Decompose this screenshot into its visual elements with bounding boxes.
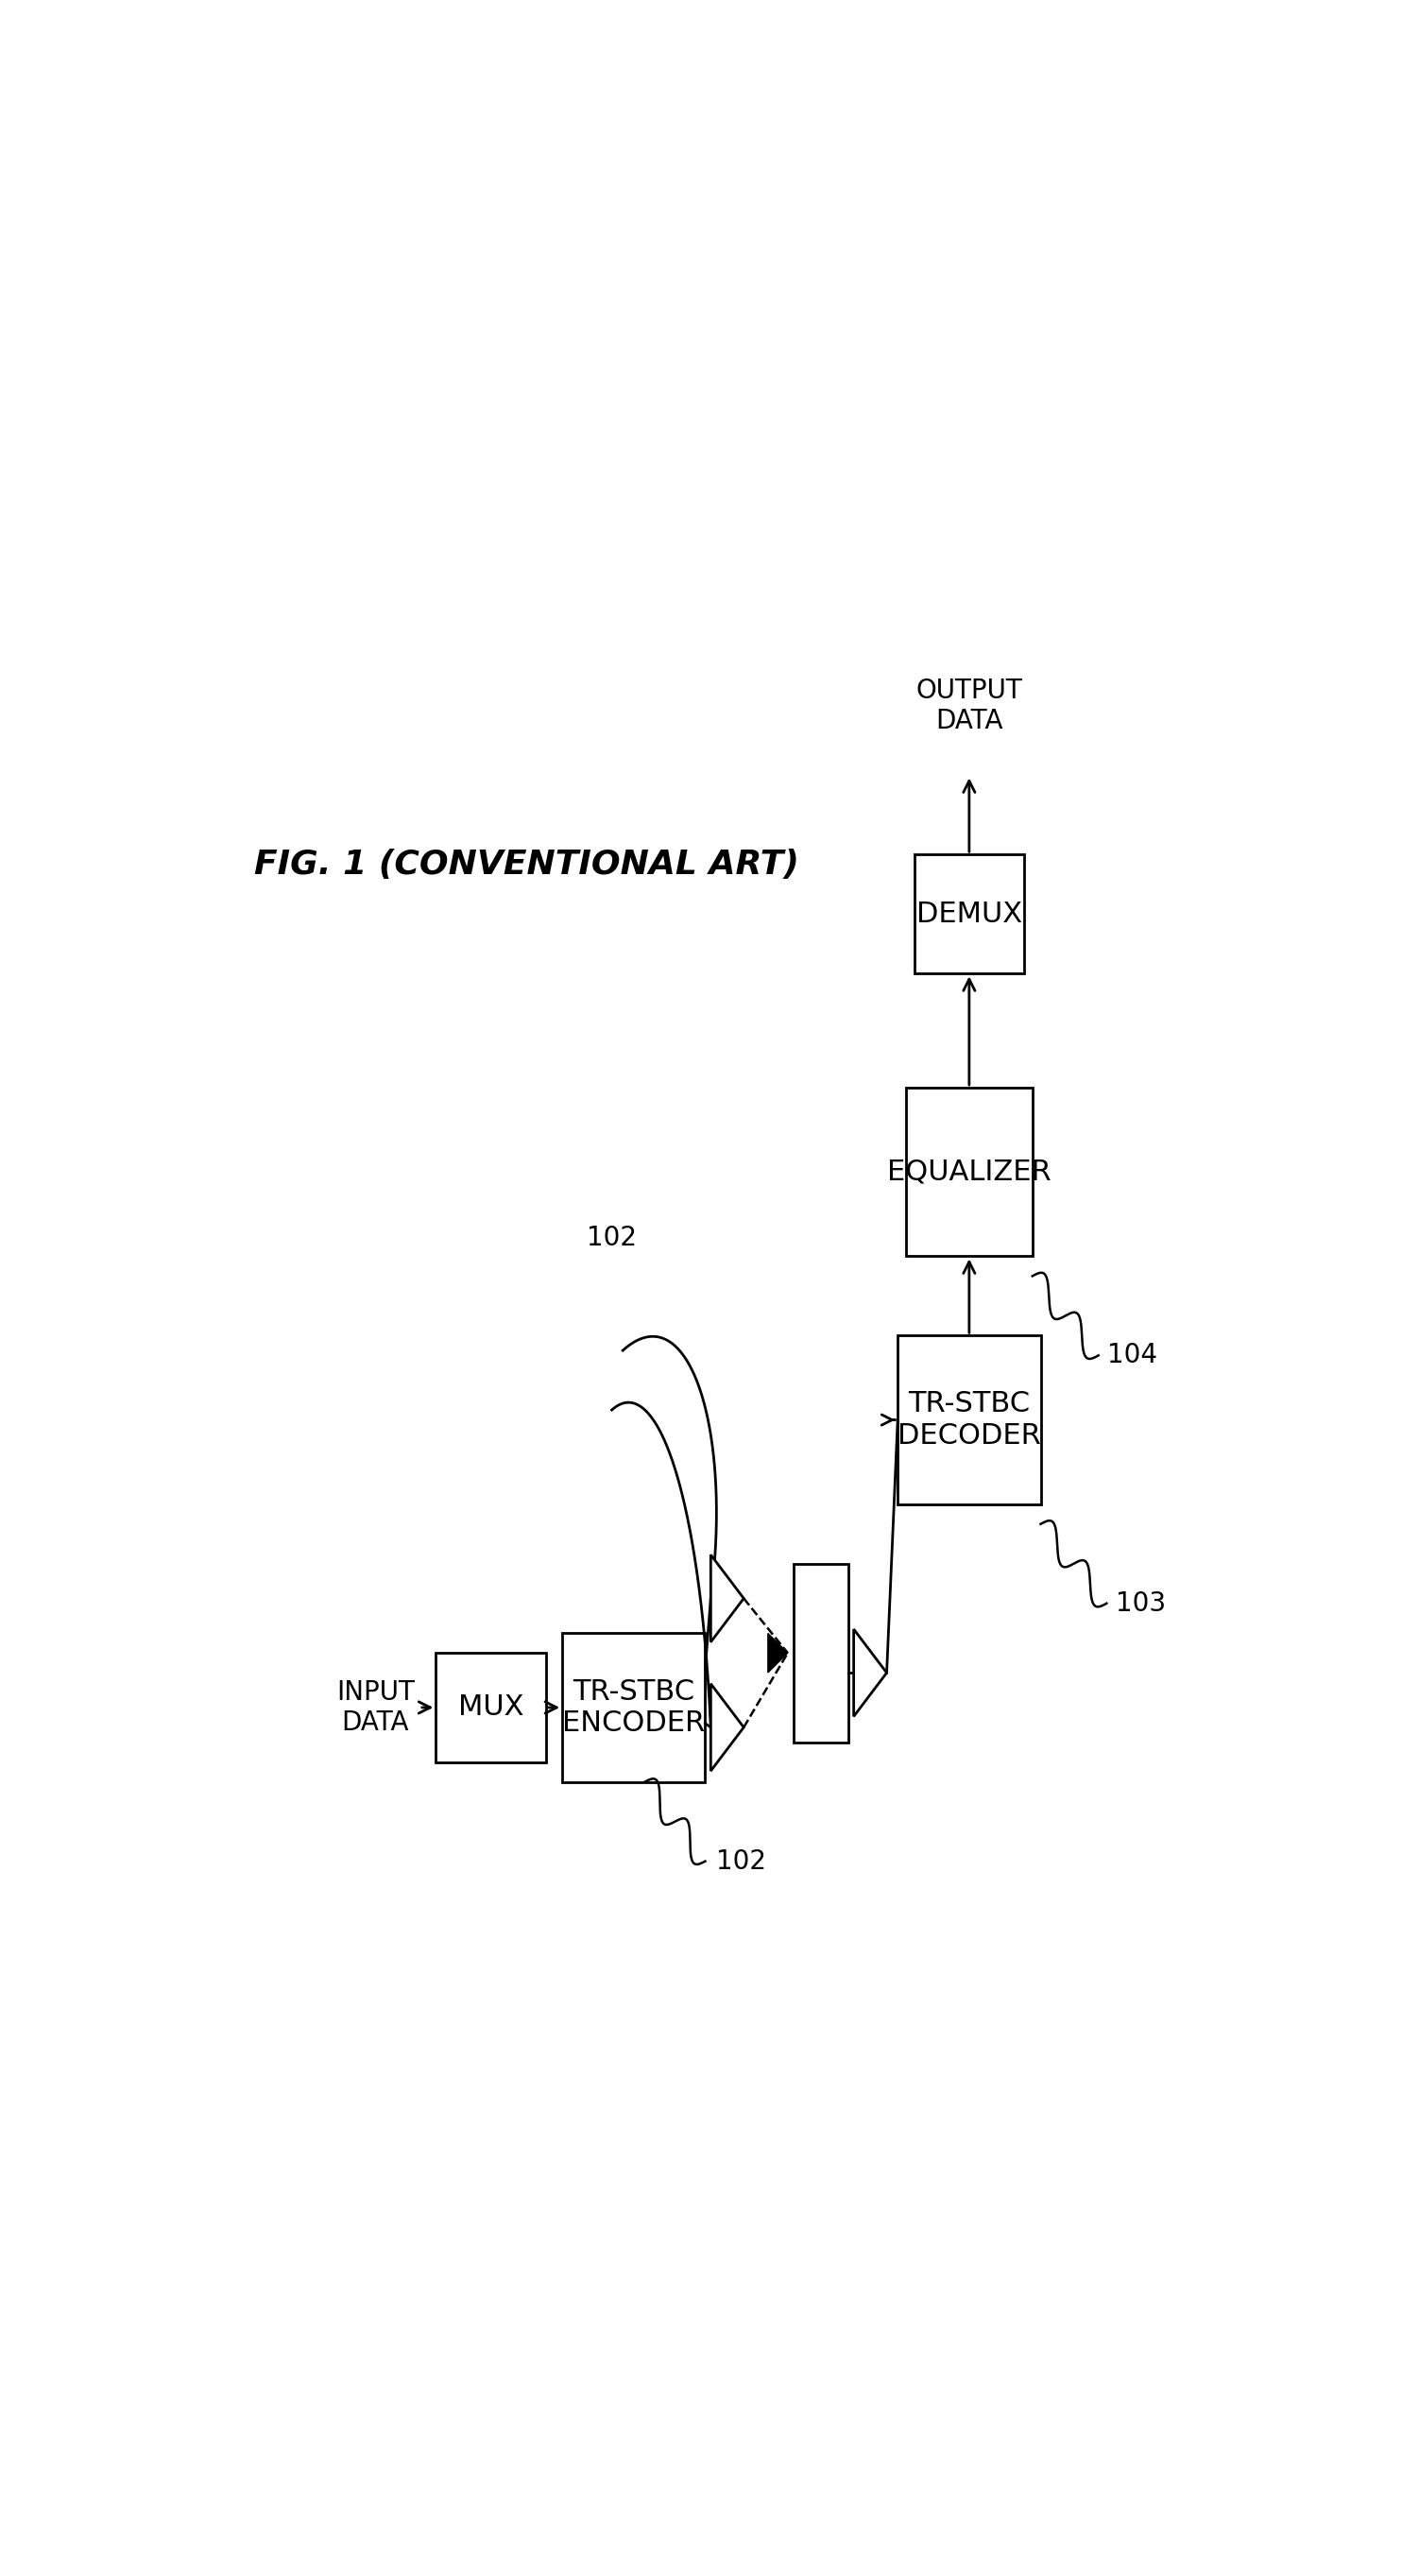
Bar bbox=[562, 1633, 705, 1783]
Bar bbox=[436, 1654, 546, 1762]
Polygon shape bbox=[854, 1628, 887, 1716]
Text: INPUT
DATA: INPUT DATA bbox=[336, 1680, 414, 1736]
Text: FIG. 1 (CONVENTIONAL ART): FIG. 1 (CONVENTIONAL ART) bbox=[254, 848, 799, 881]
Bar bbox=[898, 1334, 1040, 1504]
Text: DEMUX: DEMUX bbox=[917, 902, 1022, 927]
Bar bbox=[914, 855, 1025, 974]
Polygon shape bbox=[768, 1633, 788, 1672]
Text: 103: 103 bbox=[1115, 1589, 1165, 1618]
Text: MUX: MUX bbox=[458, 1695, 524, 1721]
Text: EQUALIZER: EQUALIZER bbox=[887, 1159, 1051, 1185]
Polygon shape bbox=[711, 1685, 744, 1770]
Text: TR-STBC
DECODER: TR-STBC DECODER bbox=[897, 1391, 1042, 1450]
Text: TR-STBC
ENCODER: TR-STBC ENCODER bbox=[562, 1677, 705, 1736]
Bar bbox=[905, 1087, 1033, 1257]
Polygon shape bbox=[711, 1556, 744, 1641]
Bar bbox=[793, 1564, 849, 1741]
Text: 102: 102 bbox=[717, 1847, 766, 1875]
Text: OUTPUT
DATA: OUTPUT DATA bbox=[915, 677, 1023, 734]
Text: 102: 102 bbox=[586, 1224, 637, 1252]
Text: 104: 104 bbox=[1107, 1342, 1158, 1368]
